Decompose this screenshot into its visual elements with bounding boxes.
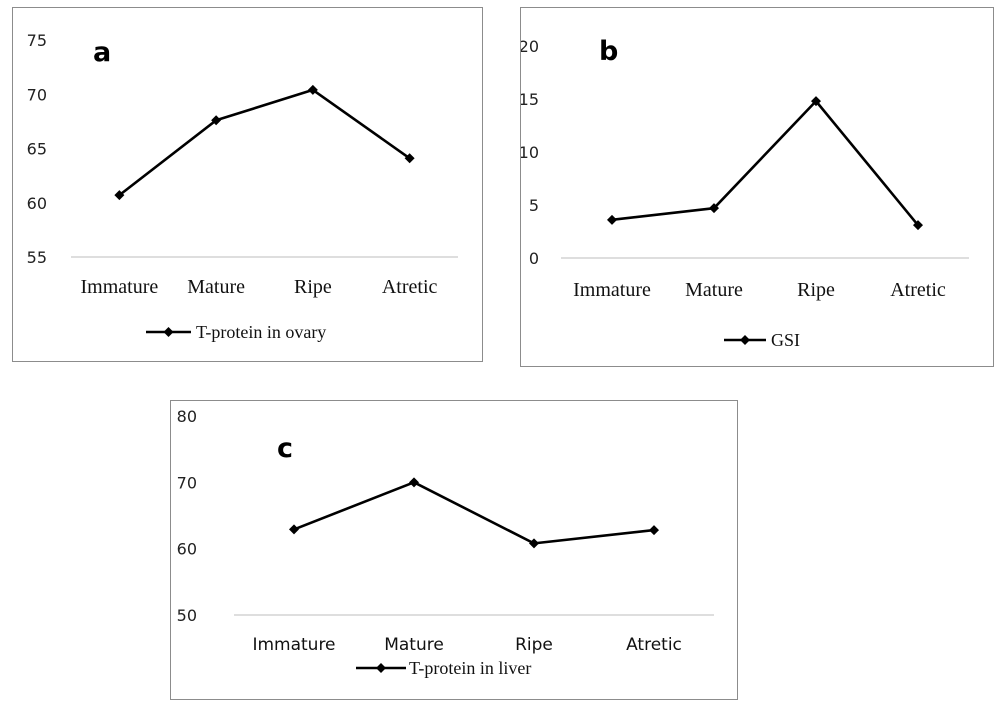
panel-letter: b: [599, 36, 618, 67]
data-point-marker: [409, 477, 419, 488]
y-tick-label: 55: [27, 248, 47, 267]
y-tick-label: 70: [177, 473, 197, 492]
y-tick-label: 60: [177, 540, 197, 559]
y-tick-label: 65: [27, 140, 47, 159]
x-tick-label: Immature: [81, 276, 159, 298]
panel-letter: c: [277, 433, 293, 464]
x-tick-label: Mature: [187, 276, 245, 298]
x-tick-label: Ripe: [294, 276, 332, 298]
x-tick-label: Atretic: [890, 279, 946, 301]
chart-a-svg: 55 60 65 70 75 Immature Mature Ripe Atretic a T-pr…: [27, 31, 458, 342]
legend-marker: [376, 663, 386, 673]
x-tick-label: Atretic: [382, 276, 438, 298]
x-tick-label: Mature: [685, 279, 743, 301]
data-point-marker: [404, 153, 415, 164]
series-line: [118, 88, 411, 197]
y-tick-label: 75: [27, 31, 47, 50]
data-point-marker: [211, 115, 222, 126]
chart-panel-b: 0 5 10 15 20 Immature Mature Ripe Atretic b GSI: [520, 7, 994, 367]
legend-marker: [163, 327, 174, 337]
y-tick-label: 10: [521, 143, 539, 162]
y-tick-label: 50: [177, 606, 197, 625]
panel-letter: a: [93, 37, 111, 68]
x-tick-label: Ripe: [797, 279, 835, 301]
data-point-marker: [811, 96, 821, 107]
chart-panel-c: 50 60 70 80 Immature Mature Ripe Atretic c T-prot…: [170, 400, 738, 700]
y-tick-label: 20: [521, 37, 539, 56]
y-tick-label: 60: [27, 194, 47, 213]
series-line: [611, 99, 920, 226]
legend-label: T-protein in ovary: [196, 322, 326, 342]
data-point-marker: [607, 214, 617, 225]
data-point-marker: [289, 524, 299, 535]
x-tick-label: Ripe: [515, 635, 553, 655]
data-point-marker: [649, 525, 659, 536]
legend-marker: [740, 335, 750, 345]
y-tick-label: 0: [529, 249, 539, 268]
y-tick-label: 80: [177, 407, 197, 426]
legend-label: T-protein in liver: [409, 658, 531, 678]
series-line: [293, 481, 655, 545]
chart-b-svg: 0 5 10 15 20 Immature Mature Ripe Atretic b GSI: [521, 36, 969, 350]
x-tick-label: Atretic: [626, 635, 682, 655]
data-point-marker: [913, 220, 923, 231]
data-point-marker: [114, 190, 125, 201]
y-tick-label: 15: [521, 90, 539, 109]
y-tick-label: 5: [529, 196, 539, 215]
legend-label: GSI: [771, 330, 800, 350]
data-point-marker: [307, 84, 318, 95]
chart-c-svg: 50 60 70 80 Immature Mature Ripe Atretic c T-prot…: [177, 407, 714, 678]
chart-panel-a: 55 60 65 70 75 Immature Mature Ripe Atretic a T-pr…: [12, 7, 483, 362]
x-tick-label: Immature: [252, 635, 335, 655]
data-point-marker: [709, 203, 719, 214]
data-point-marker: [529, 538, 539, 549]
y-tick-label: 70: [27, 85, 47, 104]
x-tick-label: Immature: [573, 279, 651, 301]
x-tick-label: Mature: [384, 635, 444, 655]
